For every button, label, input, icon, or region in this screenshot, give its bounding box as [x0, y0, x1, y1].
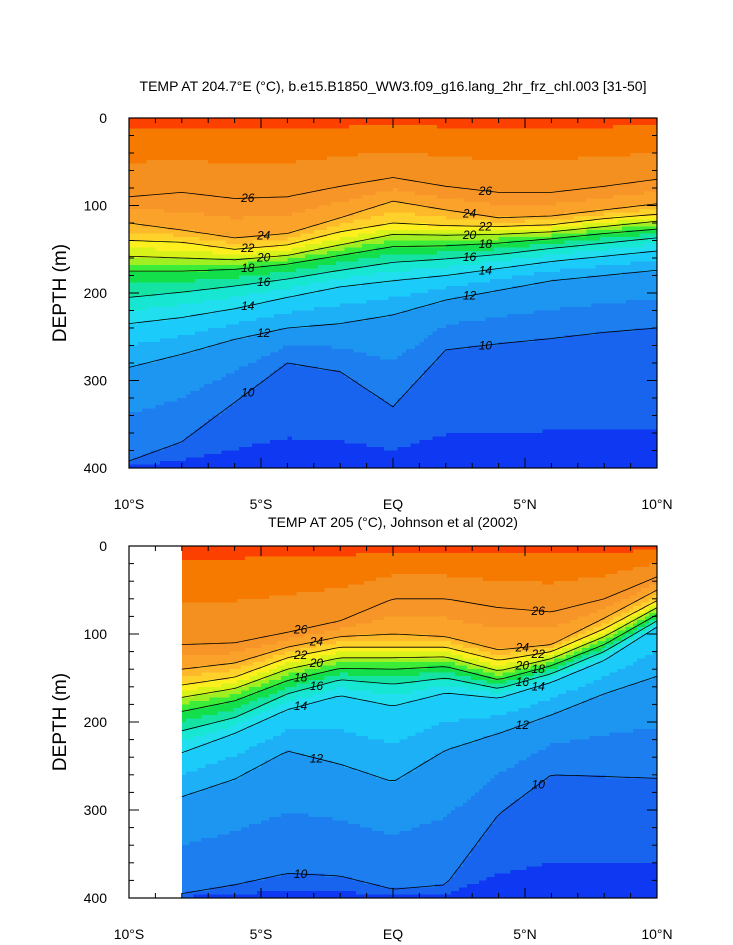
panel-title: TEMP AT 204.7°E (°C), b.e15.B1850_WW3.f0…	[140, 78, 647, 94]
contour-label-22: 22	[531, 647, 546, 661]
isotherm-24	[128, 200, 658, 239]
contour-label-24: 24	[462, 206, 477, 220]
contour-label-26: 26	[293, 622, 308, 636]
contour-label-14: 14	[532, 679, 546, 693]
isotherm-22	[181, 600, 658, 686]
isotherm-lines	[128, 177, 658, 462]
contour-label-22: 22	[240, 241, 255, 255]
chart-panel-1: 2626242422222020181816161414121210100100…	[50, 78, 673, 512]
contour-label-20: 20	[256, 250, 271, 264]
isotherm-12	[181, 675, 658, 798]
y-tick-label: 0	[99, 538, 107, 554]
contour-label-26: 26	[478, 184, 493, 198]
contour-label-16: 16	[257, 275, 271, 289]
contour-label-14: 14	[294, 699, 308, 713]
isotherm-16	[181, 620, 658, 732]
x-tick-label: 10°N	[641, 926, 672, 942]
contour-label-10: 10	[532, 778, 546, 792]
x-tick-label: EQ	[383, 496, 403, 512]
x-tick-label: 10°S	[114, 496, 145, 512]
contour-label-16: 16	[310, 679, 324, 693]
x-tick-label: 5°S	[250, 496, 273, 512]
isotherm-10	[181, 774, 658, 894]
contour-label-12: 12	[516, 718, 530, 732]
y-tick-label: 400	[84, 890, 108, 906]
contour-label-26: 26	[531, 604, 546, 618]
contour-label-12: 12	[463, 289, 477, 303]
x-tick-label: EQ	[383, 926, 403, 942]
y-tick-label: 200	[84, 285, 108, 301]
contour-label-12: 12	[310, 751, 324, 765]
contour-label-18: 18	[241, 261, 255, 275]
contour-label-24: 24	[256, 228, 271, 242]
isotherm-16	[128, 237, 658, 298]
contour-label-22: 22	[293, 648, 308, 662]
contour-label-12: 12	[257, 326, 271, 340]
isotherm-18	[129, 228, 658, 272]
isotherm-12	[128, 269, 658, 368]
contour-label-18: 18	[532, 662, 546, 676]
x-tick-label: 5°N	[513, 926, 537, 942]
isotherm-14	[181, 626, 658, 754]
x-tick-label: 10°N	[641, 496, 672, 512]
contour-label-20: 20	[309, 656, 324, 670]
y-tick-label: 200	[84, 714, 108, 730]
x-tick-label: 5°S	[250, 926, 273, 942]
contour-label-20: 20	[515, 658, 530, 672]
x-tick-label: 10°S	[114, 926, 145, 942]
isotherm-20	[181, 607, 658, 698]
contour-label-10: 10	[479, 338, 493, 352]
panel-title: TEMP AT 205 (°C), Johnson et al (2002)	[268, 514, 518, 530]
isotherm-26	[128, 177, 658, 199]
contour-field	[181, 546, 658, 899]
y-axis-label: DEPTH (m)	[50, 244, 71, 342]
y-axis-label: DEPTH (m)	[50, 673, 71, 771]
contour-label-26: 26	[240, 191, 255, 205]
y-tick-label: 300	[84, 802, 108, 818]
isotherm-lines	[181, 576, 658, 894]
contour-label-24: 24	[515, 640, 530, 654]
isotherm-24	[181, 589, 658, 670]
contour-label-20: 20	[462, 228, 477, 242]
contour-label-24: 24	[309, 634, 324, 648]
contour-label-16: 16	[516, 675, 530, 689]
contour-field	[129, 118, 658, 469]
isotherm-10	[128, 327, 658, 462]
x-tick-label: 5°N	[513, 496, 537, 512]
isotherm-18	[181, 614, 658, 712]
contour-label-16: 16	[463, 250, 477, 264]
contour-label-10: 10	[241, 386, 255, 400]
isotherm-14	[128, 250, 658, 324]
isotherm-22	[128, 213, 658, 250]
isotherm-26	[181, 576, 658, 645]
isotherm-20	[128, 220, 658, 261]
contour-label-10: 10	[294, 867, 308, 881]
contour-label-18: 18	[479, 237, 493, 251]
contour-label-22: 22	[478, 219, 493, 233]
y-tick-label: 100	[84, 626, 108, 642]
contour-label-18: 18	[294, 671, 308, 685]
y-tick-label: 0	[99, 110, 107, 126]
y-tick-label: 300	[84, 373, 108, 389]
y-tick-label: 100	[84, 198, 108, 214]
contour-label-14: 14	[241, 299, 255, 313]
y-tick-label: 400	[84, 460, 108, 476]
contour-label-14: 14	[479, 263, 493, 277]
